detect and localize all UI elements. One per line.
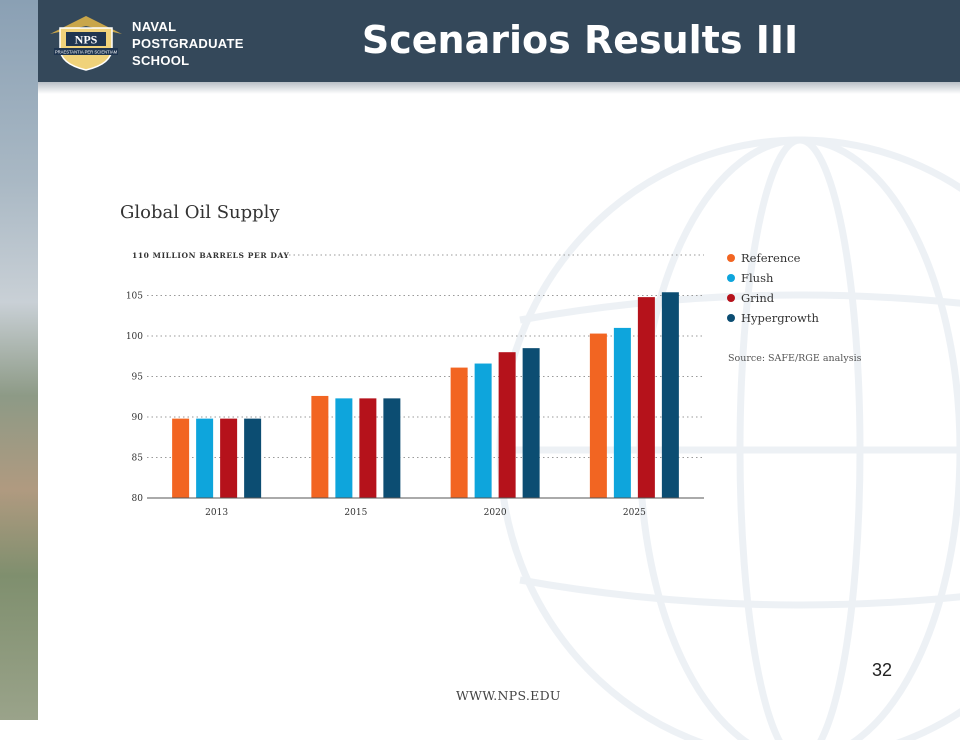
y-tick-label-85: 85 — [132, 454, 144, 464]
legend-label-flush: Flush — [741, 271, 774, 285]
y-tick-label-95: 95 — [132, 373, 144, 383]
bar-hypergrowth-2020 — [522, 348, 540, 498]
footer-url: WWW.NPS.EDU — [456, 688, 561, 703]
bar-hypergrowth-2025 — [661, 292, 679, 498]
svg-text:PRAESTANTIA PER SCIENTIAM: PRAESTANTIA PER SCIENTIAM — [55, 50, 118, 55]
bar-reference-2025 — [589, 333, 607, 498]
bar-hypergrowth-2015 — [383, 398, 401, 498]
legend-item-reference: Reference — [727, 248, 819, 268]
school-name-line3: SCHOOL — [132, 53, 190, 68]
legend-swatch-hypergrowth — [727, 314, 735, 322]
legend-swatch-flush — [727, 274, 735, 282]
x-tick-label-2013: 2013 — [205, 508, 228, 518]
slide-header-bar — [38, 0, 960, 82]
legend-label-grind: Grind — [741, 291, 775, 305]
svg-text:NPS: NPS — [75, 33, 98, 47]
y-tick-label-90: 90 — [132, 413, 144, 423]
legend-item-flush: Flush — [727, 268, 819, 288]
page-number: 32 — [872, 660, 893, 680]
x-tick-label-2015: 2015 — [344, 508, 367, 518]
bar-grind-2025 — [637, 297, 655, 498]
oil-supply-bar-chart: 80 85 90 95 100 105 110 MILLION BARRELS PER DA… — [126, 251, 704, 518]
chart-legend: Reference Flush Grind Hypergrowth — [727, 248, 819, 328]
nps-logo: NPS PRAESTANTIA PER SCIENTIAM — [46, 12, 126, 72]
legend-item-grind: Grind — [727, 288, 819, 308]
legend-item-hypergrowth: Hypergrowth — [727, 308, 819, 328]
y-axis-label: 110 MILLION BARRELS PER DAY — [132, 251, 290, 260]
bar-flush-2013 — [196, 418, 214, 498]
legend-swatch-grind — [727, 294, 735, 302]
chart-source-note: Source: SAFE/RGE analysis — [728, 353, 862, 364]
school-name-line1: NAVAL — [132, 19, 177, 34]
school-name: NAVAL POSTGRADUATE SCHOOL — [132, 18, 244, 69]
header-shadow — [38, 82, 960, 94]
bar-grind-2015 — [359, 398, 377, 498]
nps-shield-icon: NPS PRAESTANTIA PER SCIENTIAM — [50, 16, 122, 71]
y-tick-label-100: 100 — [126, 332, 143, 342]
bar-flush-2025 — [613, 327, 631, 498]
bar-reference-2020 — [450, 367, 468, 498]
school-name-line2: POSTGRADUATE — [132, 36, 244, 51]
legend-swatch-reference — [727, 254, 735, 262]
legend-label-reference: Reference — [741, 251, 801, 265]
chart-title: Global Oil Supply — [120, 202, 280, 223]
x-tick-label-2020: 2020 — [484, 508, 507, 518]
slide-title: Scenarios Results III — [361, 18, 799, 62]
y-tick-label-80: 80 — [132, 494, 144, 504]
bar-grind-2013 — [220, 418, 238, 498]
bar-hypergrowth-2013 — [244, 418, 262, 498]
bar-grind-2020 — [498, 352, 516, 498]
x-tick-label-2025: 2025 — [623, 508, 646, 518]
bar-flush-2020 — [474, 363, 492, 498]
bar-reference-2013 — [172, 418, 190, 498]
y-tick-label-105: 105 — [126, 292, 143, 302]
campus-photo-strip — [0, 0, 38, 720]
legend-label-hypergrowth: Hypergrowth — [741, 311, 819, 325]
bar-flush-2015 — [335, 398, 353, 498]
bar-reference-2015 — [311, 395, 329, 498]
